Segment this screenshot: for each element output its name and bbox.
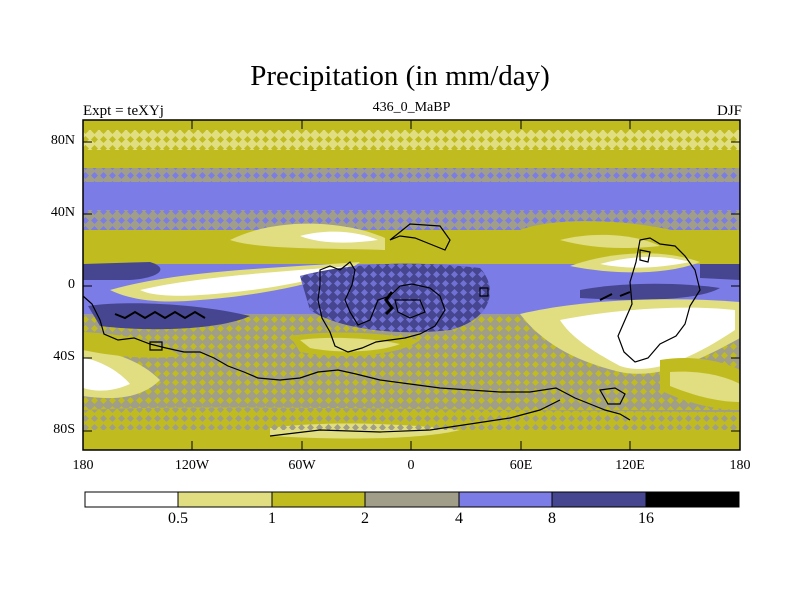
- lon-label-60w: 60W: [288, 458, 316, 473]
- lon-label-120w: 120W: [174, 458, 210, 473]
- coastlines: [82, 223, 701, 437]
- lon-label-180e: 180: [729, 458, 751, 473]
- colorbar-box-6: [551, 491, 647, 508]
- colorbar-box-7: [645, 491, 740, 508]
- colorbar-label-8: 8: [548, 510, 556, 527]
- colorbar-label-16: 16: [638, 510, 654, 527]
- colorbar-label-0-5: 0.5: [168, 510, 188, 527]
- colorbar-box-4: [364, 491, 460, 508]
- colorbar-box-1: [84, 491, 179, 508]
- lat-label-80n: 80N: [50, 133, 75, 148]
- colorbar: [84, 491, 740, 508]
- colorbar-label-4: 4: [455, 510, 463, 527]
- time-label: 436_0_MaBP: [372, 100, 451, 115]
- colorbar-box-2: [177, 491, 273, 508]
- experiment-label: Expt = teXYj: [83, 103, 164, 119]
- lon-label-180w: 180: [72, 458, 94, 473]
- lat-label-40s: 40S: [53, 349, 75, 364]
- lon-label-60e: 60E: [509, 458, 533, 473]
- colorbar-label-2: 2: [361, 510, 369, 527]
- lon-label-120e: 120E: [615, 458, 645, 473]
- season-label: DJF: [716, 103, 742, 119]
- lat-label-80s: 80S: [53, 422, 75, 437]
- plot-title: Precipitation (in mm/day): [250, 60, 550, 92]
- lat-label-40n: 40N: [50, 205, 75, 220]
- precip-field: [83, 120, 740, 450]
- axis-ticks: [83, 120, 740, 450]
- colorbar-box-5: [458, 491, 553, 508]
- colorbar-label-1: 1: [268, 510, 276, 527]
- lat-label-eq: 0: [68, 277, 75, 292]
- lon-label-0: 0: [407, 458, 415, 473]
- colorbar-box-3: [271, 491, 366, 508]
